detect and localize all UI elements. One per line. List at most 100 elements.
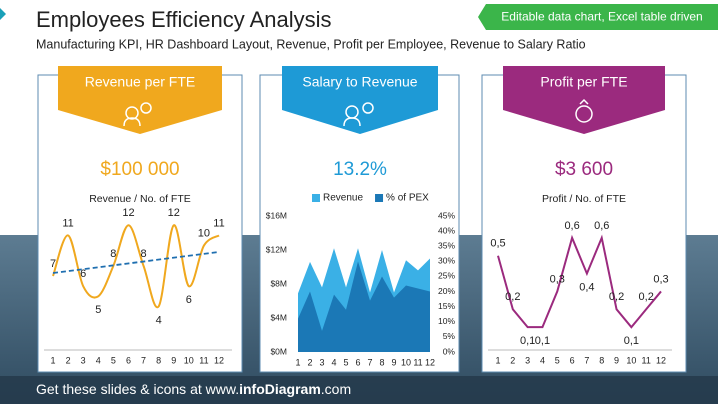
footer-band xyxy=(0,376,718,404)
x-tick-label: 4 xyxy=(540,355,545,365)
x-tick-label: 3 xyxy=(81,355,86,365)
y2-tick-label: 40% xyxy=(438,225,455,235)
x-tick-label: 4 xyxy=(96,355,101,365)
card-header xyxy=(282,66,438,134)
data-label: 8 xyxy=(110,248,116,260)
data-label: 10 xyxy=(198,227,210,239)
y2-tick-label: 30% xyxy=(438,256,455,266)
accent xyxy=(0,8,6,20)
legend-label: % of PEX xyxy=(386,193,429,204)
x-tick-label: 7 xyxy=(141,355,146,365)
x-tick-label: 7 xyxy=(584,355,589,365)
data-label: 6 xyxy=(186,294,192,306)
chart-title: Revenue / No. of FTE xyxy=(89,193,191,205)
subtitle: Manufacturing KPI, HR Dashboard Layout, … xyxy=(36,37,586,51)
data-label: 6 xyxy=(80,268,86,280)
data-label: 0,5 xyxy=(490,238,505,250)
x-tick-label: 5 xyxy=(555,355,560,365)
data-label: 4 xyxy=(156,314,162,326)
y-tick-label: $16M xyxy=(266,210,287,220)
data-label: 11 xyxy=(62,217,73,229)
legend-swatch xyxy=(375,194,384,202)
y-tick-label: $4M xyxy=(270,312,287,322)
x-tick-label: 10 xyxy=(401,357,411,367)
x-tick-label: 1 xyxy=(50,355,55,365)
y2-tick-label: 35% xyxy=(438,240,455,250)
card-title: Profit per FTE xyxy=(540,74,627,90)
data-label: 0,3 xyxy=(653,273,668,285)
x-tick-label: 10 xyxy=(626,355,636,365)
card-header xyxy=(58,66,222,134)
x-tick-label: 5 xyxy=(343,357,348,367)
title: Employees Efficiency Analysis xyxy=(36,7,332,32)
data-label: 0,1 xyxy=(520,335,535,347)
x-tick-label: 9 xyxy=(391,357,396,367)
x-tick-label: 11 xyxy=(199,355,208,365)
legend-swatch xyxy=(312,194,320,202)
x-tick-label: 3 xyxy=(525,355,530,365)
data-label: 0,3 xyxy=(550,273,565,285)
legend-label: Revenue xyxy=(323,193,363,204)
kpi: $3 600 xyxy=(555,159,613,180)
x-tick-label: 3 xyxy=(319,357,324,367)
footer-tail: .com xyxy=(321,381,351,397)
x-tick-label: 9 xyxy=(614,355,619,365)
kpi: $100 000 xyxy=(100,159,179,180)
line xyxy=(52,224,220,309)
data-label: 12 xyxy=(122,207,134,219)
x-tick-label: 10 xyxy=(184,355,194,365)
x-tick-label: 7 xyxy=(367,357,372,367)
x-tick-label: 6 xyxy=(570,355,575,365)
data-label: 8 xyxy=(140,248,146,260)
y2-tick-label: 45% xyxy=(438,210,455,220)
data-label: 0,6 xyxy=(564,220,579,232)
y-tick-label: $12M xyxy=(266,244,287,254)
data-label: 7 xyxy=(50,258,56,270)
x-tick-label: 12 xyxy=(425,357,435,367)
icons xyxy=(123,98,593,127)
x-tick-label: 11 xyxy=(642,355,651,365)
data-label: 5 xyxy=(95,304,101,316)
x-tick-label: 2 xyxy=(307,357,312,367)
y-tick-label: $0M xyxy=(270,346,287,356)
x-tick-label: 8 xyxy=(599,355,604,365)
data-label: 0,1 xyxy=(624,335,639,347)
y2-tick-label: 0% xyxy=(443,346,456,356)
data-label: 0,2 xyxy=(505,291,520,303)
badge xyxy=(478,4,718,30)
data-label: 0,4 xyxy=(579,281,594,293)
x-tick-label: 8 xyxy=(379,357,384,367)
y2-tick-label: 5% xyxy=(443,331,456,341)
card-title: Salary to Revenue xyxy=(302,74,417,90)
kpi: 13.2% xyxy=(333,159,387,180)
x-tick-label: 2 xyxy=(510,355,515,365)
footer-brand: infoDiagram xyxy=(239,381,321,397)
y2-tick-label: 10% xyxy=(438,316,455,326)
data-label: 12 xyxy=(168,207,180,219)
x-tick-label: 12 xyxy=(656,355,666,365)
data-label: 0,6 xyxy=(594,220,609,232)
x-tick-label: 9 xyxy=(171,355,176,365)
x-tick-label: 8 xyxy=(156,355,161,365)
y-tick-label: $8M xyxy=(270,278,287,288)
card-title: Revenue per FTE xyxy=(85,74,196,90)
area xyxy=(298,261,430,352)
x-tick-label: 1 xyxy=(295,357,300,367)
x-tick-label: 6 xyxy=(126,355,131,365)
x-tick-label: 5 xyxy=(111,355,116,365)
footer: Get these slides & icons at www.infoDiag… xyxy=(36,381,351,397)
y2-tick-label: 15% xyxy=(438,301,455,311)
footer-lead: Get these slides & icons at www. xyxy=(36,381,239,397)
line xyxy=(497,234,662,329)
x-tick-label: 1 xyxy=(495,355,500,365)
x-tick-label: 11 xyxy=(413,357,422,367)
data-label: 11 xyxy=(213,217,224,229)
x-tick-label: 12 xyxy=(214,355,224,365)
chart-title: Profit / No. of FTE xyxy=(542,193,626,205)
x-tick-label: 6 xyxy=(355,357,360,367)
data-label: 0,2 xyxy=(609,291,624,303)
y2-tick-label: 20% xyxy=(438,286,455,296)
data-label: 0,1 xyxy=(535,335,550,347)
